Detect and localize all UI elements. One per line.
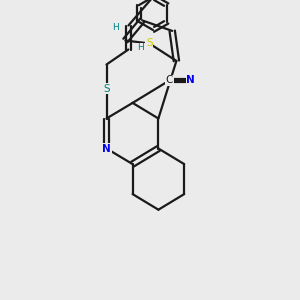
Text: C: C	[166, 75, 173, 85]
Text: N: N	[102, 143, 111, 154]
Text: N: N	[186, 75, 195, 85]
Text: S: S	[103, 83, 110, 94]
Text: H: H	[112, 22, 119, 32]
Text: H: H	[138, 44, 144, 52]
Text: S: S	[146, 38, 153, 49]
